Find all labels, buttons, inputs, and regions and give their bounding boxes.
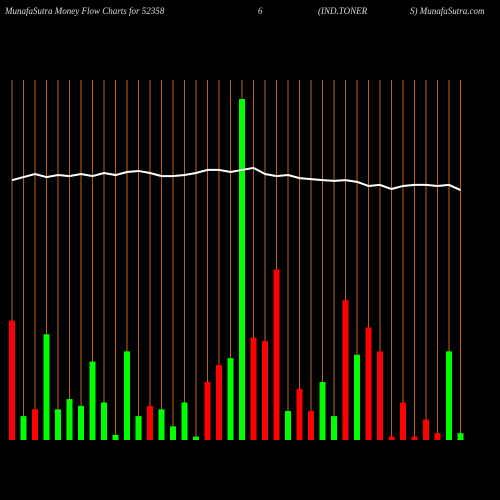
bar — [216, 364, 222, 440]
bar — [434, 433, 441, 440]
bar — [227, 358, 234, 440]
bar — [239, 99, 245, 440]
bar — [181, 402, 188, 440]
bar — [319, 382, 326, 440]
bar — [43, 334, 50, 440]
bar — [204, 382, 211, 440]
bar — [423, 419, 429, 440]
bar — [55, 409, 61, 440]
bar — [285, 411, 291, 440]
bar — [250, 337, 257, 440]
bar — [308, 411, 314, 440]
bar — [124, 351, 130, 440]
title-part: 6 — [258, 6, 263, 16]
title-part: (IND.TONER — [318, 6, 368, 16]
bar — [135, 416, 142, 440]
bar — [147, 405, 153, 440]
bar — [193, 436, 199, 440]
title-part: S) MunafaSutra.com — [410, 6, 485, 16]
bar — [9, 320, 15, 440]
bar — [112, 434, 119, 440]
bar — [411, 436, 418, 440]
bar — [170, 426, 176, 440]
bar — [78, 405, 84, 440]
bar — [365, 327, 372, 440]
money-flow-line — [11, 166, 461, 191]
bar — [446, 351, 452, 440]
bar — [400, 402, 406, 440]
bar — [32, 409, 38, 440]
title-part: MunafaSutra Money Flow Charts for 52358 — [4, 6, 165, 16]
bar — [20, 416, 27, 440]
bar — [342, 300, 349, 440]
bar — [262, 341, 268, 440]
bar — [296, 388, 303, 440]
bar — [89, 361, 96, 440]
bar — [354, 354, 360, 440]
bar — [66, 399, 73, 440]
bar — [377, 351, 383, 440]
bar — [273, 269, 280, 440]
bar — [388, 436, 395, 440]
bar — [331, 416, 337, 440]
bar — [101, 402, 107, 440]
bar — [457, 433, 464, 440]
bar — [158, 409, 165, 440]
